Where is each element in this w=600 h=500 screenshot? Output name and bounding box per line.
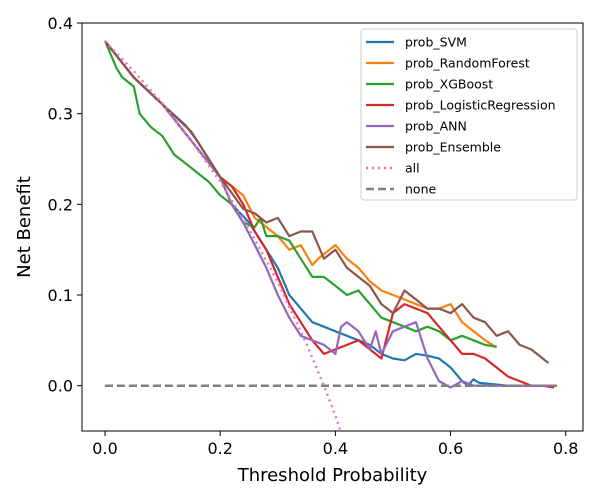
y-tick-label: 0.0 [48, 377, 73, 396]
series-line-prob-ensemble [104, 40, 550, 364]
y-tick-label: 0.3 [48, 105, 73, 124]
x-tick-label: 0.6 [438, 439, 463, 458]
plot-frame [81, 22, 584, 432]
legend-label: prob_ANN [405, 119, 467, 134]
y-tick-label: 0.4 [48, 14, 73, 33]
series-line-prob-logisticregression [104, 40, 555, 389]
tick-layer: 0.0 0.2 0.4 0.6 0.8 0.0 0.1 0.2 0.3 0.4 [48, 14, 579, 458]
y-tick-label: 0.1 [48, 286, 73, 305]
series-line-prob-xgboost [103, 40, 497, 348]
y-tick-label: 0.2 [48, 195, 73, 214]
legend-frame [360, 28, 578, 201]
legend-items: prob_SVM prob_RandomForest prob_XGBoostpro… [366, 35, 556, 197]
legend-label: prob_RandomForest [405, 56, 530, 71]
series-line-prob-randomforest [104, 40, 498, 349]
x-axis-title: Threshold Probability [237, 465, 428, 486]
legend-label: none [405, 182, 436, 197]
x-tick-label: 0.0 [92, 439, 117, 458]
x-tick-label: 0.2 [207, 439, 232, 458]
legend-label: prob_LogisticRegression [405, 98, 556, 113]
series-layer [103, 40, 560, 431]
series-line-prob-ann [104, 40, 555, 389]
x-tick-label: 0.4 [323, 439, 348, 458]
series-line-all [104, 40, 342, 431]
x-tick-label: 0.8 [553, 439, 578, 458]
legend-label: prob_XGBoost [405, 77, 493, 92]
legend-label: prob_SVM [405, 35, 467, 50]
y-axis-title: Net Benefit [14, 176, 35, 278]
legend: prob_SVM prob_RandomForest prob_XGBoostpro… [360, 28, 578, 201]
legend-label: all [405, 161, 420, 176]
legend-label: prob_Ensemble [405, 140, 501, 155]
